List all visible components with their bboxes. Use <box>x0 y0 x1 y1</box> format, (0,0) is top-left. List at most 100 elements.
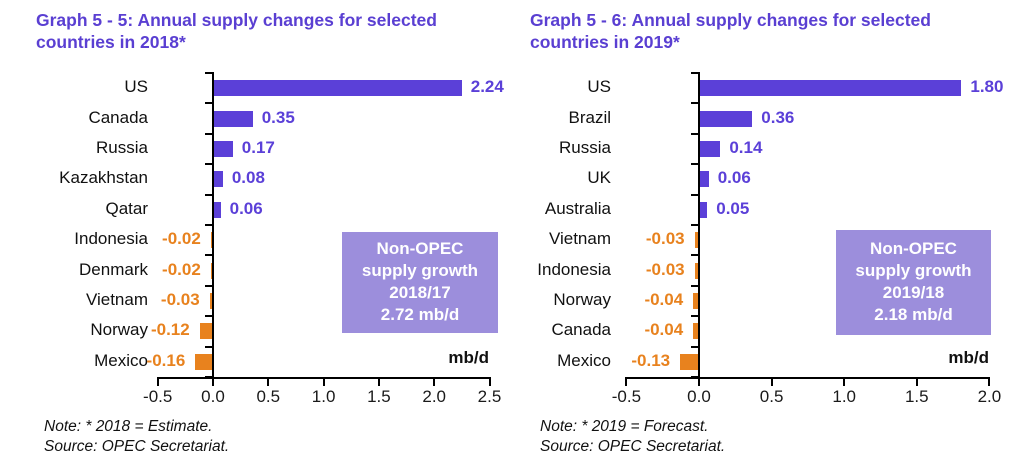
value-axis-tick <box>988 377 991 386</box>
bar-vietnam <box>209 293 213 309</box>
category-axis-tick <box>691 163 699 166</box>
category-axis-tick <box>205 102 213 105</box>
category-axis-tick <box>205 345 213 348</box>
bar-denmark <box>210 262 213 279</box>
value-axis-tick <box>625 377 628 386</box>
bar-mexico <box>680 353 699 370</box>
unit-label-2019: mb/d <box>948 348 989 367</box>
category-label: Kazakhstan <box>59 168 148 188</box>
value-label: -0.02 <box>162 229 201 249</box>
category-axis-tick <box>691 193 699 196</box>
bar-kazakhstan <box>214 171 223 188</box>
value-axis-tick-label: 0.5 <box>759 387 784 406</box>
bar-vietnam <box>694 232 699 249</box>
bar-canada <box>214 110 253 127</box>
bar-indonesia <box>210 232 213 249</box>
category-axis-tick <box>205 315 213 318</box>
value-label: 0.17 <box>241 138 275 157</box>
value-label: 2.24 <box>470 77 504 97</box>
category-label: Canada <box>551 320 611 340</box>
value-axis-tick <box>377 377 380 386</box>
value-axis-tick <box>770 377 773 386</box>
value-label: 0.14 <box>729 138 763 157</box>
bar-norway <box>199 323 213 340</box>
bar-brazil <box>700 110 753 127</box>
value-label: 0.36 <box>761 107 795 127</box>
value-label: -0.02 <box>162 259 201 279</box>
bar-canada <box>693 323 699 340</box>
source-text-2018: Source: OPEC Secretariat. <box>44 438 230 455</box>
bar-russia <box>700 141 721 157</box>
category-label: Mexico <box>557 350 611 370</box>
category-label: US <box>124 77 148 97</box>
category-label: Norway <box>553 290 611 309</box>
annotation-line: Non-OPEC <box>376 239 464 258</box>
category-axis-tick <box>205 132 213 135</box>
category-label: Mexico <box>94 350 148 370</box>
category-axis-tick <box>691 102 699 105</box>
value-axis-tick-label: 1.5 <box>367 387 391 406</box>
value-label: -0.12 <box>150 320 190 340</box>
source-text-2019: Source: OPEC Secretariat. <box>540 438 726 455</box>
bar-uk <box>700 171 709 188</box>
value-axis-tick <box>843 377 846 386</box>
value-label: 0.35 <box>261 107 295 127</box>
value-axis-tick <box>322 377 325 386</box>
category-label: Canada <box>88 107 148 127</box>
category-label: Denmark <box>79 259 148 279</box>
bar-australia <box>700 201 708 218</box>
category-label: Norway <box>90 320 148 340</box>
value-axis-tick-label: 2.5 <box>477 387 502 406</box>
bar-indonesia <box>694 262 699 279</box>
bar-us <box>214 80 462 97</box>
category-axis-tick <box>691 345 699 348</box>
value-label: 0.06 <box>717 168 751 188</box>
value-label: -0.03 <box>645 259 685 279</box>
value-axis-tick-label: 0.5 <box>256 387 281 406</box>
chart-title-2019: Graph 5 - 6: Annual supply changes for s… <box>530 10 931 52</box>
unit-label-2018: mb/d <box>448 348 489 367</box>
category-label: Indonesia <box>537 259 611 279</box>
annotation-line: 2018/17 <box>389 283 451 302</box>
value-axis-tick-label: 0.0 <box>201 387 225 406</box>
category-label: Qatar <box>105 198 148 218</box>
chart-title-2018: Graph 5 - 5: Annual supply changes for s… <box>36 10 437 52</box>
annotation-line: 2.72 mb/d <box>380 305 460 324</box>
value-label: -0.03 <box>645 229 685 249</box>
category-axis-tick <box>205 254 213 257</box>
value-label: -0.13 <box>631 350 671 370</box>
value-label: -0.04 <box>644 290 684 309</box>
category-label: Australia <box>544 198 611 218</box>
value-axis-tick-label: -0.5 <box>143 387 173 406</box>
bar-us <box>700 80 962 97</box>
category-axis-tick <box>205 224 213 226</box>
value-axis-tick-label: 1.5 <box>904 387 929 406</box>
category-axis-tick <box>691 254 699 257</box>
category-label: Vietnam <box>85 290 148 309</box>
value-axis-tick <box>433 377 436 386</box>
value-axis-tick-label: 0.0 <box>687 387 711 406</box>
category-label: Indonesia <box>74 229 148 249</box>
value-label: -0.16 <box>146 350 186 370</box>
value-label: 0.06 <box>229 198 263 218</box>
value-axis-tick-label: 2.0 <box>977 387 1002 406</box>
annotation-line: Non-OPEC <box>870 239 957 258</box>
value-label: -0.04 <box>644 320 684 340</box>
value-axis-tick <box>915 377 918 386</box>
category-axis-tick <box>205 284 213 287</box>
value-axis-tick-label: 1.0 <box>832 387 856 406</box>
category-axis-tick <box>691 72 699 74</box>
annotation-line: supply growth <box>361 261 479 280</box>
category-label: UK <box>587 168 611 188</box>
category-label: Russia <box>96 138 148 157</box>
value-axis-tick <box>698 377 700 386</box>
bar-russia <box>214 141 233 157</box>
category-axis-line <box>698 72 700 379</box>
category-label: Brazil <box>568 107 611 127</box>
value-label: 0.05 <box>716 198 750 218</box>
bar-qatar <box>214 201 221 218</box>
category-label: Vietnam <box>548 229 611 249</box>
note-text-2019: Note: * 2019 = Forecast. <box>540 418 709 435</box>
category-axis-line <box>212 72 214 379</box>
